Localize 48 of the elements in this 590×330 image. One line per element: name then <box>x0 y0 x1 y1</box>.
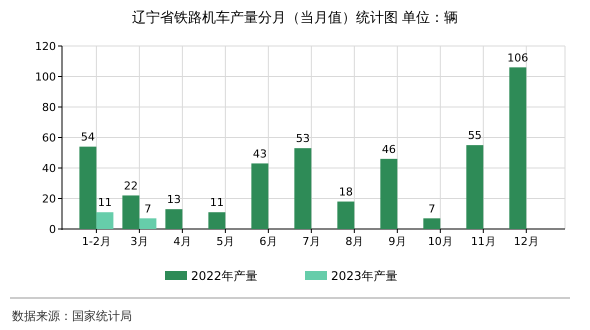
bar <box>509 67 526 229</box>
x-tick-label: 9月 <box>388 235 406 248</box>
bar <box>165 209 182 229</box>
y-tick-label: 20 <box>42 192 56 206</box>
chart-title: 辽宁省铁路机车产量分月（当月值）统计图 单位：辆 <box>132 10 458 26</box>
bar <box>79 146 96 229</box>
bar <box>96 212 114 229</box>
data-label: 18 <box>338 186 353 199</box>
bar <box>423 218 440 229</box>
data-label: 55 <box>468 129 482 142</box>
x-tick-label: 11月 <box>470 235 496 248</box>
x-tick-label: 8月 <box>345 235 364 248</box>
y-tick-label: 40 <box>42 162 56 175</box>
x-tick-label: 1-2月 <box>82 235 111 248</box>
bar <box>380 158 398 229</box>
x-tick-label: 12月 <box>514 235 539 248</box>
data-label: 22 <box>124 179 138 192</box>
data-label: 13 <box>166 193 181 206</box>
x-tick-label: 3月 <box>130 235 148 248</box>
x-tick-label: 6月 <box>259 235 278 248</box>
data-label: 11 <box>98 196 112 210</box>
bar <box>466 145 484 229</box>
data-label: 54 <box>80 130 95 144</box>
y-tick-label: 100 <box>35 70 56 84</box>
y-tick-label: 60 <box>42 132 56 144</box>
y-tick-label: 80 <box>42 101 56 114</box>
data-label: 7 <box>428 202 436 216</box>
data-label: 106 <box>507 51 528 64</box>
bar <box>122 195 140 229</box>
bar <box>139 218 156 229</box>
legend-label: 2022年产量 <box>191 269 258 283</box>
source-note: 数据来源：国家统计局 <box>12 309 132 323</box>
x-tick-label: 10月 <box>428 235 453 248</box>
x-tick-label: 4月 <box>173 235 192 248</box>
bar <box>208 212 226 229</box>
x-tick-label: 7月 <box>302 235 320 248</box>
data-label: 46 <box>382 142 396 156</box>
data-label: 7 <box>144 202 152 216</box>
data-label: 43 <box>252 147 267 160</box>
data-label: 11 <box>210 196 224 210</box>
data-label: 53 <box>296 132 310 146</box>
bar <box>251 163 268 229</box>
y-tick-label: 0 <box>49 223 56 236</box>
legend-label: 2023年产量 <box>331 269 398 283</box>
bar <box>337 202 354 229</box>
bar <box>294 148 312 229</box>
x-tick-label: 5月 <box>216 235 234 248</box>
y-tick-label: 120 <box>35 40 56 53</box>
